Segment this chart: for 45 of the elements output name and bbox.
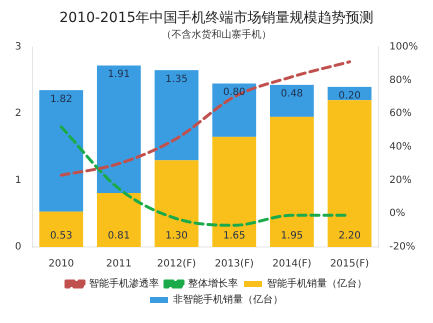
legend-label: 智能手机销量（亿台） [267,278,367,290]
legend-label: 智能手机渗透率 [89,278,159,290]
data-label: 1.91 [108,69,130,80]
x-tick-label: 2014(F) [272,258,312,270]
y-tick-label: 2 [14,108,22,120]
bar [96,65,141,193]
x-tick-label: 2013(F) [214,258,254,270]
y2-tick-label: 40% [389,141,412,152]
chart-subtitle: （不含水货和山寨手机） [162,28,272,40]
data-label: 0.48 [280,88,304,100]
data-label: 0.81 [108,230,130,242]
legend-label: 整体增长率 [188,278,238,290]
data-label: 1.30 [165,230,188,242]
y2-tick-label: -20% [389,242,416,253]
bar [39,90,84,212]
x-tick-label: 2012(F) [157,258,196,270]
y-tick-label: 0 [14,242,22,253]
data-label: 1.95 [280,230,304,242]
data-label: 0.20 [338,90,361,102]
bar [270,116,314,247]
x-tick-label: 2015(F) [330,258,370,270]
y2-tick-label: 80% [389,74,412,86]
bar [328,100,372,247]
bar [212,84,256,137]
bar [154,160,198,247]
data-label: 1.65 [223,230,246,242]
data-label: 1.35 [165,74,188,85]
x-tick-label: 2010 [48,258,74,270]
legend-label: 非智能手机销量（亿台） [173,294,283,306]
bar [270,84,314,117]
bar [212,136,256,247]
y2-tick-label: 20% [389,174,412,186]
y-tick-label: 1 [14,174,22,186]
x-tick-label: 2011 [106,258,132,270]
bar [39,212,84,247]
bar [154,70,198,160]
y2-tick-label: 60% [389,108,412,120]
data-label: 1.82 [50,94,72,105]
y2-tick-label: 0% [389,208,406,220]
data-label: 0.53 [50,230,72,242]
chart-title: 2010-2015年中国手机终端市场销量规模趋势预测 [59,10,374,26]
y-tick-label: 3 [14,41,22,52]
data-label: 2.20 [338,230,361,242]
y2-tick-label: 100% [389,41,418,52]
bar [96,192,141,247]
